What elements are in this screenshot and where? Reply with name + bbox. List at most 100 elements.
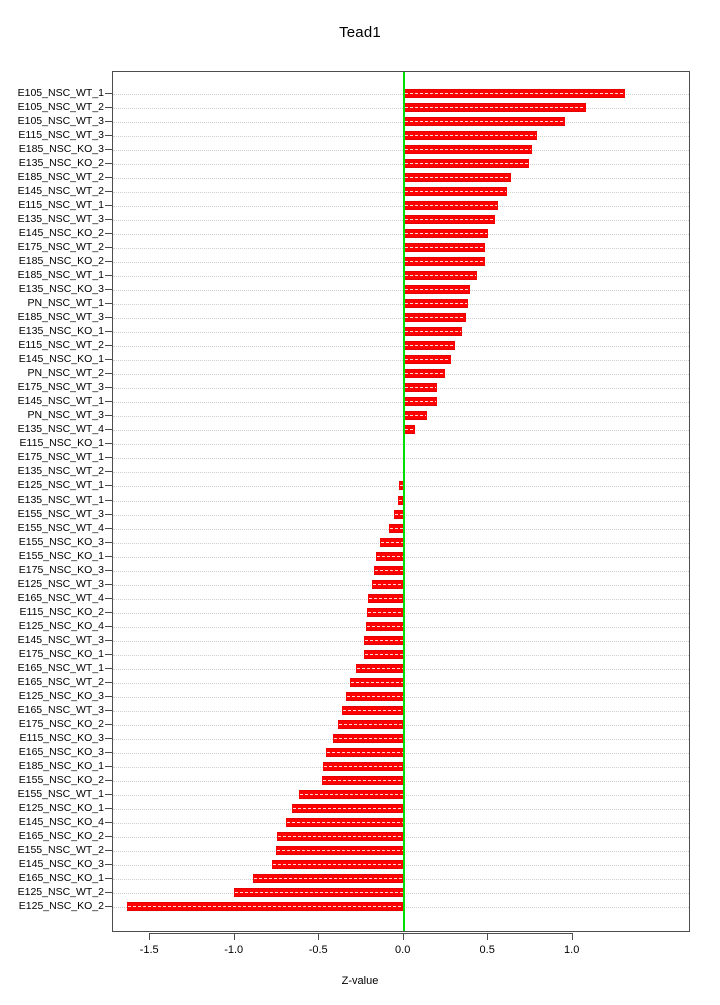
x-tick-mark	[487, 933, 489, 940]
y-axis-ticks	[105, 71, 112, 932]
bar	[403, 131, 538, 141]
bar	[403, 243, 485, 253]
bar	[333, 733, 404, 743]
bar	[371, 579, 404, 589]
y-tick-label: E135_NSC_KO_2	[18, 157, 104, 170]
y-tick-label: E125_NSC_KO_3	[18, 689, 104, 702]
y-tick-label: E165_NSC_WT_4	[17, 591, 104, 604]
y-tick-mark	[105, 583, 112, 585]
y-tick-label: PN_NSC_WT_1	[27, 297, 104, 310]
gridline	[113, 262, 689, 264]
y-tick-label: E155_NSC_WT_3	[17, 507, 104, 520]
gridline	[113, 234, 689, 236]
y-tick-label: E175_NSC_WT_1	[17, 451, 104, 464]
y-tick-label: E115_NSC_KO_3	[19, 731, 104, 744]
y-tick-mark	[105, 765, 112, 767]
y-tick-label: E125_NSC_WT_1	[17, 479, 104, 492]
y-tick-label: E125_NSC_KO_4	[18, 619, 104, 632]
bar	[403, 159, 529, 169]
x-tick-mark	[233, 933, 235, 940]
gridline	[113, 248, 689, 250]
gridline	[113, 346, 689, 348]
bar	[341, 705, 404, 715]
y-tick-mark	[105, 821, 112, 823]
bar	[403, 355, 451, 365]
bar	[403, 327, 463, 337]
gridline	[113, 388, 689, 390]
y-tick-label: E115_NSC_KO_1	[19, 437, 104, 450]
bar	[275, 845, 404, 855]
y-tick-label: E145_NSC_WT_2	[17, 185, 104, 198]
gridline	[113, 430, 689, 432]
gridline	[113, 332, 689, 334]
y-tick-label: E175_NSC_KO_3	[18, 563, 104, 576]
y-tick-label: E105_NSC_WT_1	[17, 87, 104, 99]
y-tick-mark	[105, 835, 112, 837]
y-tick-label: E125_NSC_KO_2	[18, 900, 104, 912]
y-tick-label: E135_NSC_KO_1	[18, 325, 104, 338]
y-tick-mark	[105, 877, 112, 879]
x-tick-mark	[402, 933, 404, 940]
y-tick-mark	[105, 135, 112, 137]
y-tick-label: E175_NSC_KO_2	[18, 717, 104, 730]
bar	[403, 145, 532, 155]
bar	[368, 593, 404, 603]
y-tick-mark	[105, 149, 112, 151]
bar	[403, 411, 427, 421]
y-tick-mark	[105, 667, 112, 669]
y-tick-mark	[105, 709, 112, 711]
bar	[403, 369, 446, 379]
gridline	[113, 374, 689, 376]
y-axis-labels: E105_NSC_WT_1 E105_NSC_WT_2 E105_NSC_WT_3 E…	[0, 71, 104, 932]
y-tick-label: E155_NSC_WT_4	[17, 521, 104, 534]
y-tick-label: E125_NSC_KO_1	[18, 801, 104, 814]
gridline	[113, 360, 689, 362]
bar	[252, 873, 404, 883]
plot-area	[112, 71, 690, 932]
y-tick-mark	[105, 849, 112, 851]
gridline	[113, 304, 689, 306]
bar	[345, 691, 404, 701]
bar	[403, 257, 485, 267]
bar	[403, 285, 470, 295]
y-tick-label: E155_NSC_WT_2	[17, 843, 104, 856]
y-tick-mark	[105, 163, 112, 165]
gridline	[113, 220, 689, 222]
y-tick-mark	[105, 191, 112, 193]
y-tick-mark	[105, 219, 112, 221]
y-tick-mark	[105, 639, 112, 641]
y-tick-mark	[105, 121, 112, 123]
y-tick-mark	[105, 723, 112, 725]
y-tick-mark	[105, 625, 112, 627]
gridline	[113, 150, 689, 152]
y-tick-mark	[105, 807, 112, 809]
y-tick-label: E135_NSC_KO_3	[18, 283, 104, 296]
y-tick-mark	[105, 597, 112, 599]
y-tick-mark	[105, 863, 112, 865]
y-tick-label: E115_NSC_WT_3	[18, 129, 104, 142]
x-tick-mark	[571, 933, 573, 940]
x-axis-title: Z-value	[341, 975, 379, 987]
y-tick-mark	[105, 779, 112, 781]
y-tick-mark	[105, 457, 112, 459]
y-tick-label: E155_NSC_KO_1	[18, 549, 104, 562]
gridline	[113, 178, 689, 180]
y-tick-mark	[105, 275, 112, 277]
y-tick-label: E145_NSC_KO_1	[18, 353, 104, 366]
y-tick-mark	[105, 93, 112, 94]
gridline	[113, 318, 689, 320]
y-tick-mark	[105, 205, 112, 207]
bar	[127, 902, 404, 911]
bar	[299, 789, 404, 799]
bar	[403, 397, 437, 407]
y-tick-mark	[105, 499, 112, 501]
bar	[325, 747, 404, 757]
x-tick-label: 0.5	[479, 944, 495, 956]
bar	[403, 271, 478, 281]
y-tick-mark	[105, 737, 112, 739]
y-tick-mark	[105, 429, 112, 431]
bar	[398, 495, 404, 505]
gridline	[113, 472, 689, 474]
y-tick-label: E185_NSC_WT_1	[17, 269, 104, 282]
x-tick-mark	[318, 933, 320, 940]
